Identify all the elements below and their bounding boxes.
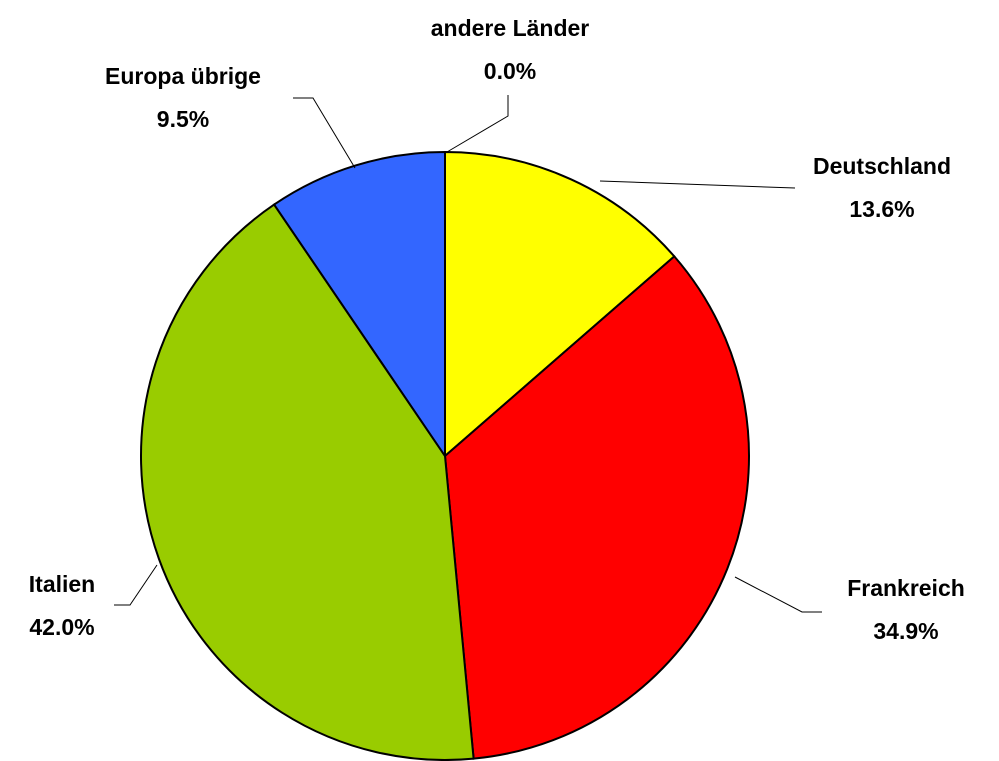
- value-label: 34.9%: [873, 618, 938, 644]
- leader-line: [734, 576, 822, 613]
- pie-slice: [443, 254, 750, 760]
- pie-slice: [444, 150, 676, 459]
- value-label: 13.6%: [849, 196, 914, 222]
- slice-label: andere Länder: [431, 15, 590, 41]
- slice-label: Deutschland: [813, 153, 951, 179]
- value-label: 9.5%: [157, 106, 209, 132]
- pie-slice: [272, 150, 446, 460]
- pie-slice: [140, 203, 475, 761]
- leader-line: [114, 564, 158, 606]
- value-label: 42.0%: [29, 614, 94, 640]
- leader-line: [599, 180, 796, 189]
- leader-line: [293, 97, 356, 169]
- leader-line: [446, 95, 509, 153]
- slice-label: Frankreich: [847, 575, 965, 601]
- slice-label: Europa übrige: [105, 63, 261, 89]
- value-label: 0.0%: [484, 58, 536, 84]
- slice-label: Italien: [29, 571, 95, 597]
